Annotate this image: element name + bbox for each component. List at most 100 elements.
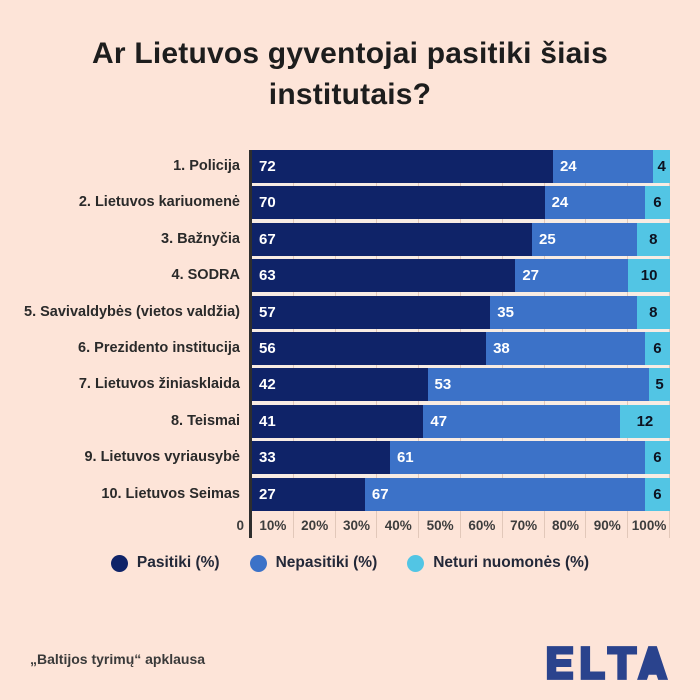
bar-segment-neturi-nuomones: 6 [644, 477, 670, 511]
value-label: 6 [653, 194, 662, 212]
bar-row: 41 47 12 [252, 404, 670, 438]
bar-segment-nepasitiki: 35 [490, 295, 637, 329]
bar-row: 33 61 6 [252, 441, 670, 475]
elta-logo-icon [546, 646, 669, 680]
legend-item-pasitiki: Pasitiki (%) [110, 554, 220, 572]
value-label: 70 [259, 194, 276, 212]
nepasitiki-dot-icon [249, 554, 267, 572]
category-label: 10. Lietuvos Seimas [101, 485, 240, 502]
category-label: 5. Savivaldybės (vietos valdžia) [24, 303, 240, 320]
x-axis-tick: 60% [468, 518, 496, 533]
x-axis-tick: 80% [551, 518, 579, 533]
bar-segment-nepasitiki: 24 [552, 150, 654, 183]
legend-label: Pasitiki (%) [136, 554, 220, 571]
value-label: 35 [497, 303, 514, 321]
bar-row: 57 35 8 [252, 295, 670, 329]
x-axis-tick: 100% [631, 518, 667, 533]
category-label: 8. Teismai [170, 412, 240, 429]
value-label: 6 [653, 485, 662, 503]
x-axis-tick: 40% [384, 518, 412, 533]
x-axis-tick: 10% [259, 518, 287, 533]
page-title: Ar Lietuvos gyventojai pasitiki šiais in… [92, 37, 608, 111]
value-label: 61 [396, 449, 414, 467]
bar-segment-pasitiki: 63 [252, 259, 516, 293]
value-label: 5 [655, 376, 664, 394]
x-axis-tick-zero: 0 [236, 518, 244, 533]
bar-row: 56 38 6 [252, 331, 670, 365]
bar-segment-pasitiki: 57 [252, 295, 491, 329]
category-labels: 1. Policija 2. Lietuvos kariuomenė 3. Bažn… [0, 150, 240, 514]
bar-segment-pasitiki: 72 [252, 150, 553, 183]
bar-segment-neturi-nuomones: 8 [636, 222, 670, 256]
bar-row: 72 24 4 [252, 150, 670, 183]
elta-logo [545, 642, 669, 684]
value-label: 25 [539, 230, 556, 248]
category-label: 9. Lietuvos vyriausybė [84, 449, 240, 466]
y-axis-line [249, 150, 252, 538]
legend-item-nepasitiki: Nepasitiki (%) [249, 554, 378, 572]
bar-segment-nepasitiki: 25 [532, 222, 637, 256]
bar-segment-neturi-nuomones: 6 [644, 186, 670, 220]
bar-segment-nepasitiki: 67 [364, 477, 645, 511]
bar-segment-nepasitiki: 53 [427, 368, 650, 402]
bar-segment-neturi-nuomones: 6 [644, 441, 670, 475]
x-axis-tick: 30% [342, 518, 370, 533]
stacked-bar-chart: 72 24 4 70 24 6 67 25 8 63 27 10 57 35 8 56 38 6 42 53 5 41 47… [252, 150, 670, 514]
source-text: „Baltijos tyrimų“ apklausa [30, 651, 206, 667]
value-label: 27 [522, 267, 540, 285]
bar-segment-neturi-nuomones: 6 [644, 331, 670, 365]
bar-segment-pasitiki: 67 [252, 222, 533, 256]
value-label: 38 [493, 339, 510, 357]
category-label: 7. Lietuvos žiniasklaida [78, 376, 240, 393]
x-axis-ticks: 10% 20% 30% 40% 50% 60% 70% 80% 90% 100% [252, 518, 670, 533]
value-label: 27 [259, 485, 276, 503]
bar-segment-neturi-nuomones: 8 [636, 295, 670, 329]
bar-segment-neturi-nuomones: 4 [653, 150, 670, 183]
value-label: 67 [371, 485, 389, 503]
legend-label: Nepasitiki (%) [275, 554, 378, 571]
bar-segment-neturi-nuomones: 12 [619, 404, 670, 438]
bar-row: 42 53 5 [252, 368, 670, 402]
bar-segment-nepasitiki: 38 [486, 331, 645, 365]
category-label: 1. Policija [173, 158, 240, 174]
category-label: 3. Bažnyčia [161, 230, 240, 247]
bar-segment-pasitiki: 42 [252, 368, 428, 402]
bar-segment-pasitiki: 27 [252, 477, 365, 511]
bar-row: 63 27 10 [252, 259, 670, 293]
value-label: 10 [640, 267, 658, 285]
neturi-nuomones-dot-icon [407, 554, 425, 572]
value-label: 12 [636, 412, 654, 430]
x-axis-tick: 90% [593, 518, 621, 533]
bar-segment-nepasitiki: 24 [544, 186, 645, 220]
value-label: 24 [559, 158, 577, 175]
bar-segment-neturi-nuomones: 10 [628, 259, 670, 293]
value-label: 67 [259, 230, 276, 248]
x-axis-tick: 20% [301, 518, 329, 533]
category-label: 4. SODRA [171, 267, 241, 284]
pasitiki-dot-icon [110, 554, 128, 572]
value-label: 8 [649, 230, 658, 248]
bar-segment-pasitiki: 56 [252, 331, 487, 365]
bar-segment-pasitiki: 33 [252, 441, 390, 475]
value-label: 57 [259, 303, 276, 321]
category-label: 6. Prezidento institucija [78, 339, 240, 356]
bar-segment-pasitiki: 41 [252, 404, 424, 438]
bar-segment-nepasitiki: 47 [423, 404, 620, 438]
bar-row: 67 25 8 [252, 222, 670, 256]
value-label: 24 [551, 194, 569, 212]
value-label: 8 [649, 303, 658, 321]
bar-row: 27 67 6 [252, 477, 670, 511]
value-label: 6 [653, 449, 662, 467]
value-label: 4 [657, 158, 666, 175]
bar-segment-neturi-nuomones: 5 [649, 368, 670, 402]
value-label: 47 [430, 412, 448, 430]
value-label: 6 [653, 339, 662, 357]
value-label: 63 [259, 267, 276, 285]
legend: Pasitiki (%) Nepasitiki (%) Neturi nuomo… [0, 554, 700, 572]
legend-item-neturi-nuomones: Neturi nuomonės (%) [407, 554, 589, 572]
value-label: 41 [259, 412, 276, 430]
bar-segment-nepasitiki: 61 [389, 441, 645, 475]
value-label: 72 [259, 158, 276, 175]
bar-segment-pasitiki: 70 [252, 186, 545, 220]
bar-row: 70 24 6 [252, 186, 670, 220]
